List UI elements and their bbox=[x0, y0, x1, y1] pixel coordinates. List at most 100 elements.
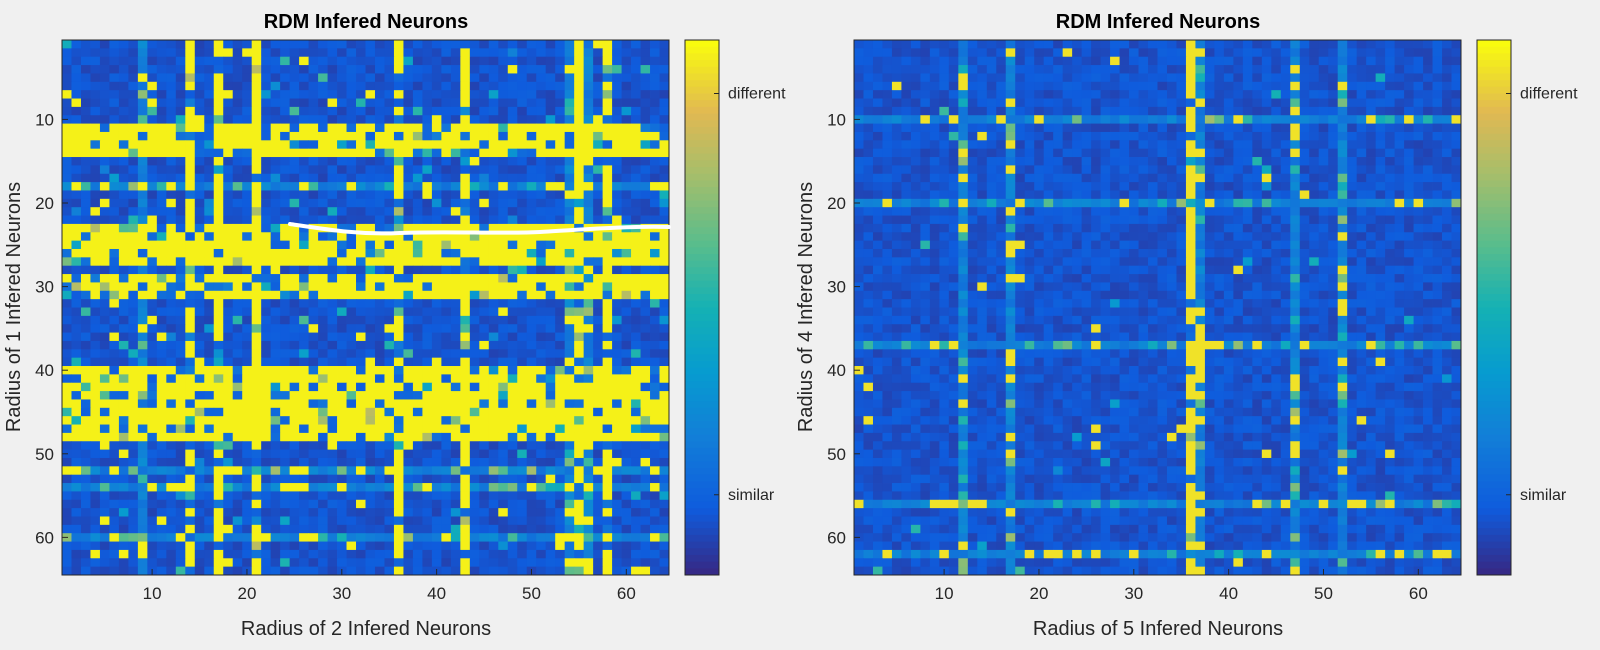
heatmap-cell bbox=[99, 424, 110, 434]
heatmap-cell bbox=[337, 549, 347, 559]
heatmap-cell bbox=[650, 340, 660, 350]
heatmap-cell bbox=[507, 399, 518, 409]
heatmap-cell bbox=[327, 357, 338, 367]
heatmap-cell bbox=[71, 106, 82, 116]
heatmap-cell bbox=[137, 416, 148, 425]
colorbar-band bbox=[685, 46, 719, 54]
heatmap-cell bbox=[612, 131, 622, 141]
heatmap-cell bbox=[659, 65, 670, 74]
heatmap-cell bbox=[1024, 98, 1035, 108]
heatmap-cell bbox=[128, 441, 139, 451]
heatmap-cell bbox=[384, 366, 395, 375]
heatmap-cell bbox=[412, 366, 423, 375]
heatmap-cell bbox=[62, 508, 72, 517]
heatmap-cell bbox=[583, 56, 594, 66]
heatmap-cell bbox=[564, 282, 575, 292]
heatmap-cell bbox=[1214, 98, 1225, 108]
heatmap-cell bbox=[346, 131, 357, 141]
heatmap-cell bbox=[1072, 115, 1083, 124]
heatmap-cell bbox=[422, 558, 433, 568]
heatmap-cell bbox=[1337, 48, 1348, 58]
heatmap-cell bbox=[337, 357, 347, 367]
heatmap-cell bbox=[175, 223, 186, 233]
heatmap-cell bbox=[650, 40, 660, 49]
heatmap-cell bbox=[1242, 56, 1253, 66]
heatmap-cell bbox=[526, 449, 537, 459]
heatmap-cell bbox=[450, 357, 461, 367]
heatmap-cell bbox=[1271, 40, 1282, 49]
heatmap-cell bbox=[280, 73, 291, 83]
heatmap-cell bbox=[356, 524, 366, 534]
heatmap-cell bbox=[479, 240, 490, 250]
heatmap-cell bbox=[356, 207, 366, 216]
heatmap-cell bbox=[1024, 106, 1035, 116]
heatmap-cell bbox=[612, 399, 622, 409]
heatmap-cell bbox=[986, 40, 997, 49]
heatmap-cell bbox=[498, 457, 509, 467]
heatmap-cell bbox=[640, 558, 651, 568]
heatmap-cell bbox=[109, 332, 120, 342]
heatmap-cell bbox=[280, 198, 291, 208]
heatmap-cell bbox=[967, 65, 978, 74]
heatmap-cell bbox=[403, 274, 414, 283]
heatmap-cell bbox=[621, 516, 632, 526]
heatmap-cell bbox=[536, 524, 547, 534]
heatmap-cell bbox=[479, 98, 490, 108]
heatmap-cell bbox=[90, 416, 101, 425]
heatmap-cell bbox=[460, 115, 471, 124]
heatmap-cell bbox=[602, 274, 613, 283]
heatmap-cell bbox=[356, 399, 366, 409]
heatmap-cell bbox=[564, 566, 575, 576]
heatmap-cell bbox=[393, 357, 404, 367]
heatmap-cell bbox=[80, 173, 91, 183]
heatmap-cell bbox=[261, 131, 272, 141]
heatmap-cell bbox=[166, 282, 177, 292]
heatmap-cell bbox=[80, 349, 91, 359]
heatmap-cell bbox=[469, 541, 480, 551]
heatmap-cell bbox=[1100, 56, 1111, 66]
heatmap-cell bbox=[384, 248, 395, 258]
colorbar-band bbox=[685, 374, 719, 382]
heatmap-cell bbox=[507, 315, 518, 325]
heatmap-cell bbox=[403, 424, 414, 434]
heatmap-cell bbox=[431, 90, 442, 99]
heatmap-cell bbox=[631, 474, 641, 484]
heatmap-cell bbox=[365, 399, 376, 409]
heatmap-cell bbox=[90, 357, 101, 367]
heatmap-cell bbox=[318, 81, 328, 91]
heatmap-cell bbox=[261, 165, 272, 175]
heatmap-cell bbox=[318, 115, 328, 124]
heatmap-cell bbox=[854, 90, 864, 99]
heatmap-cell bbox=[536, 90, 547, 99]
heatmap-cell bbox=[1005, 90, 1016, 99]
heatmap-cell bbox=[488, 290, 499, 300]
heatmap-cell bbox=[460, 265, 471, 275]
heatmap-cell bbox=[650, 399, 660, 409]
heatmap-cell bbox=[299, 131, 309, 141]
heatmap-cell bbox=[289, 148, 300, 158]
heatmap-cell bbox=[488, 56, 499, 66]
heatmap-cell bbox=[612, 106, 622, 116]
heatmap-cell bbox=[948, 56, 959, 66]
heatmap-cell bbox=[109, 474, 120, 484]
heatmap-cell bbox=[289, 499, 300, 509]
heatmap-cell bbox=[517, 48, 528, 58]
heatmap-cell bbox=[204, 399, 215, 409]
heatmap-cell bbox=[939, 40, 950, 49]
heatmap-cell bbox=[403, 190, 414, 200]
heatmap-cell bbox=[346, 441, 357, 451]
heatmap-cell bbox=[251, 140, 262, 150]
heatmap-cell bbox=[659, 215, 670, 225]
heatmap-cell bbox=[62, 441, 72, 451]
heatmap-cell bbox=[365, 474, 376, 484]
heatmap-cell bbox=[1404, 65, 1414, 74]
heatmap-cell bbox=[318, 357, 328, 367]
heatmap-cell bbox=[232, 474, 243, 484]
heatmap-cell bbox=[1394, 115, 1405, 124]
heatmap-cell bbox=[555, 441, 566, 451]
heatmap-cell bbox=[441, 466, 452, 476]
heatmap-cell bbox=[469, 566, 480, 576]
heatmap-cell bbox=[137, 198, 148, 208]
heatmap-cell bbox=[147, 449, 158, 459]
heatmap-cell bbox=[384, 240, 395, 250]
